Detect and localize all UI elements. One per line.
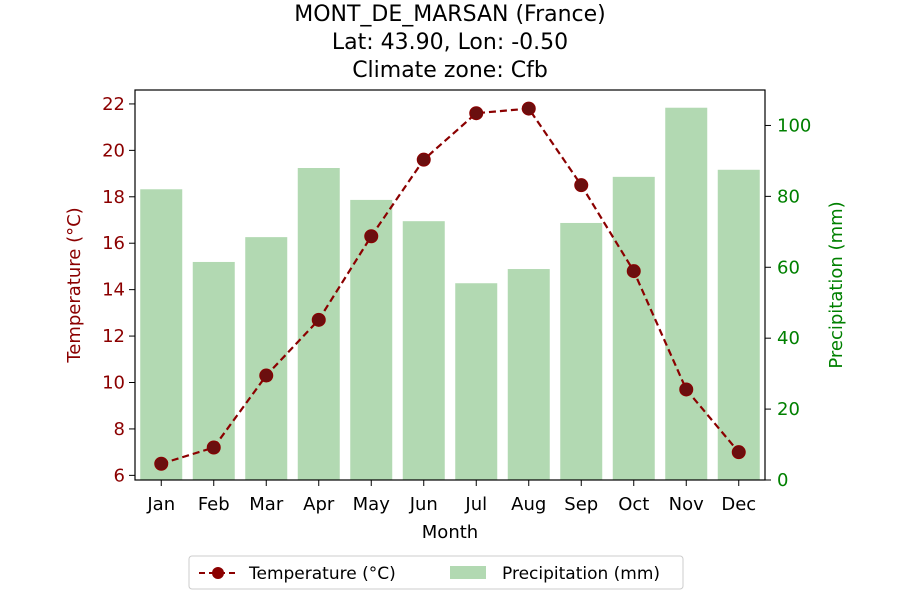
chart-title: MONT_DE_MARSAN (France) Lat: 43.90, Lon:… <box>294 2 606 83</box>
precipitation-bar-sep <box>560 222 603 481</box>
right-tick-label: 20 <box>777 399 800 420</box>
legend-temperature-marker <box>212 567 224 579</box>
right-tick-label: 100 <box>777 115 811 136</box>
left-tick-label: 16 <box>102 233 125 254</box>
x-tick-label-oct: Oct <box>618 494 649 515</box>
x-tick-label-sep: Sep <box>564 494 598 515</box>
legend: Temperature (°C) Precipitation (mm) <box>188 555 684 590</box>
x-tick-label-apr: Apr <box>303 494 335 515</box>
temperature-point-mar <box>259 368 274 383</box>
precipitation-bar-nov <box>665 107 708 481</box>
x-axis-label: Month <box>422 522 478 543</box>
temperature-point-aug <box>521 101 536 116</box>
temperature-point-jun <box>416 152 431 167</box>
plot-frame <box>134 89 766 481</box>
precipitation-bar-jun <box>402 221 445 480</box>
precipitation-bar-jan <box>140 189 183 481</box>
x-tick-label-aug: Aug <box>511 494 546 515</box>
x-tick-label-jun: Jun <box>409 494 438 515</box>
precipitation-bar-oct <box>612 176 655 480</box>
legend-temperature-label: Temperature (°C) <box>248 564 396 584</box>
precipitation-bar-mar <box>245 237 288 480</box>
left-tick-label: 12 <box>102 326 125 347</box>
right-tick-label: 60 <box>777 257 800 278</box>
precipitation-bars <box>140 107 760 481</box>
x-tick-label-jan: Jan <box>146 494 175 515</box>
left-tick-label: 6 <box>114 465 125 486</box>
title-line-3: Climate zone: Cfb <box>352 58 548 83</box>
temperature-point-dec <box>731 445 746 460</box>
left-tick-label: 14 <box>102 280 125 301</box>
x-tick-label-mar: Mar <box>249 494 284 515</box>
left-tick-label: 20 <box>102 140 125 161</box>
x-tick-label-feb: Feb <box>198 494 230 515</box>
legend-frame <box>188 555 684 590</box>
month-axis: Jan Feb Mar Apr May Jun Jul Aug Sep Oct Nov Dec <box>146 480 756 515</box>
right-tick-label: 0 <box>777 470 788 491</box>
precipitation-axis: 0 20 40 60 80 100 <box>765 115 811 491</box>
right-tick-label: 40 <box>777 328 800 349</box>
left-tick-label: 8 <box>114 419 125 440</box>
title-line-2: Lat: 43.90, Lon: -0.50 <box>332 30 568 55</box>
legend-precipitation-label: Precipitation (mm) <box>502 564 660 584</box>
temperature-point-jan <box>154 456 169 471</box>
temperature-point-sep <box>574 178 589 193</box>
x-tick-label-dec: Dec <box>721 494 756 515</box>
temperature-axis: 6 8 10 12 14 16 18 20 22 <box>102 94 135 486</box>
x-tick-label-jul: Jul <box>464 494 487 515</box>
temperature-series-line <box>160 107 740 465</box>
temperature-point-jul <box>469 106 484 121</box>
right-tick-label: 80 <box>777 186 800 207</box>
left-tick-label: 10 <box>102 373 125 394</box>
title-line-1: MONT_DE_MARSAN (France) <box>294 2 606 27</box>
precipitation-bar-aug <box>507 269 550 480</box>
precipitation-bar-dec <box>717 169 760 481</box>
right-axis-label: Precipitation (mm) <box>826 201 847 368</box>
temperature-point-feb <box>206 440 221 455</box>
temperature-line <box>154 101 746 471</box>
precipitation-bar-may <box>350 199 393 480</box>
left-tick-label: 18 <box>102 187 125 208</box>
precipitation-bar-jul <box>455 283 498 480</box>
left-axis-label: Temperature (°C) <box>64 207 85 363</box>
x-tick-label-nov: Nov <box>669 494 704 515</box>
temperature-point-apr <box>311 312 326 327</box>
legend-precipitation-swatch <box>450 566 486 579</box>
x-tick-label-may: May <box>353 494 391 515</box>
left-tick-label: 22 <box>102 94 125 115</box>
temperature-point-may <box>364 229 379 244</box>
temperature-point-oct <box>626 264 641 279</box>
temperature-point-nov <box>679 382 694 397</box>
